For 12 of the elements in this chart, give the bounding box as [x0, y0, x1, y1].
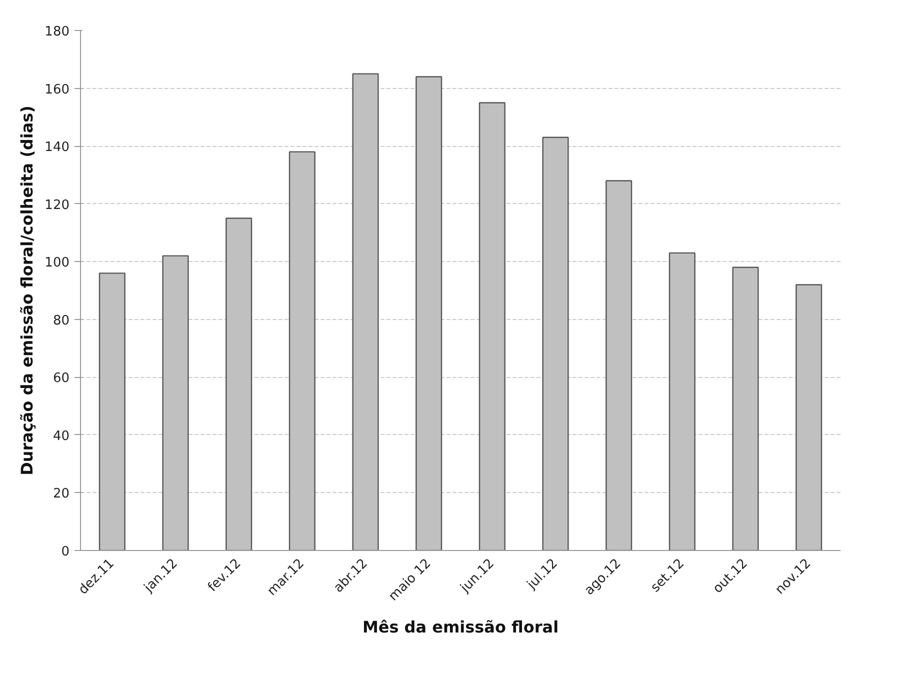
y-tick-label: 160 — [44, 82, 70, 98]
y-tick-label: 180 — [44, 24, 70, 40]
y-tick-label: 20 — [52, 486, 70, 502]
y-tick-label: 100 — [44, 256, 70, 271]
y-axis-title: Duração da emissão floral/colheita (dias) — [18, 106, 37, 476]
y-tick-label: 60 — [52, 371, 70, 386]
y-tick-label: 0 — [61, 544, 70, 560]
x-axis-title: Mês da emissão floral — [362, 617, 559, 636]
y-tick-label: 40 — [52, 428, 70, 444]
y-tick-label: 120 — [44, 198, 70, 213]
y-tick-label: 80 — [52, 313, 70, 328]
y-tick-label: 140 — [44, 140, 70, 156]
